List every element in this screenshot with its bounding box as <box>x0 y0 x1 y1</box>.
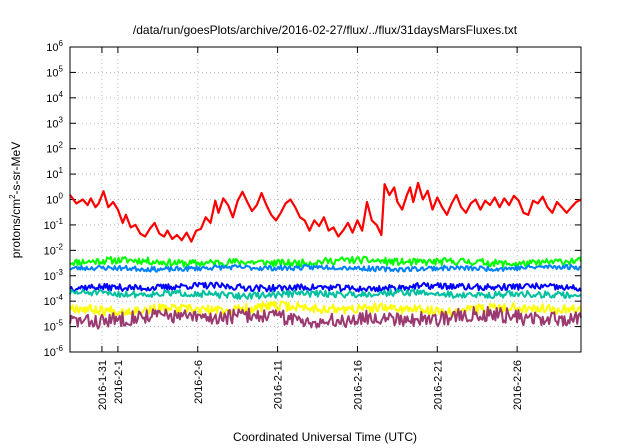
x-tick-label: 2016-2-6 <box>193 360 205 404</box>
y-axis-label: protons/cm2-s-sr-MeV <box>8 142 23 258</box>
x-axis-ticks: 2016-1-31 2016-2-1 2016-2-6 2016-2-11 2016-2… <box>97 47 524 410</box>
series-line-2 <box>69 255 582 268</box>
y-tick-label: 10-6 <box>44 344 64 359</box>
x-tick-label: 2016-2-21 <box>432 360 444 410</box>
y-axis-ticks: 10-6 10-5 10-4 10-3 10-2 10-1 100 101 102 103 104 1… <box>44 39 581 359</box>
y-tick-label: 10-2 <box>44 242 64 257</box>
series-line-7 <box>69 305 582 330</box>
x-tick-label: 2016-2-26 <box>512 360 524 410</box>
y-tick-label: 103 <box>46 115 63 130</box>
x-tick-label: 2016-1-31 <box>97 360 109 410</box>
x-tick-label: 2016-2-11 <box>273 360 285 409</box>
y-tick-label: 102 <box>46 141 63 156</box>
y-tick-label: 10-5 <box>44 319 64 334</box>
y-tick-label: 10-4 <box>44 293 64 308</box>
plot-frame <box>69 46 582 353</box>
y-tick-label: 100 <box>46 192 63 207</box>
series-lines <box>69 181 582 330</box>
y-tick-label: 106 <box>46 39 63 54</box>
x-axis-label: Coordinated Universal Time (UTC) <box>233 430 417 444</box>
y-tick-label: 10-3 <box>44 268 64 283</box>
y-tick-label: 104 <box>46 90 63 105</box>
x-tick-label: 2016-2-16 <box>352 360 364 410</box>
series-line-3 <box>69 263 582 273</box>
series-line-5 <box>69 288 582 300</box>
y-tick-label: 105 <box>46 64 63 79</box>
x-tick-label: 2016-2-1 <box>113 360 125 404</box>
series-line-4 <box>69 281 582 293</box>
chart-title: /data/run/goesPlots/archive/2016-02-27/f… <box>133 23 518 37</box>
y-tick-label: 10-1 <box>44 217 64 232</box>
series-line-1 <box>69 181 582 243</box>
y-tick-label: 101 <box>46 166 63 181</box>
